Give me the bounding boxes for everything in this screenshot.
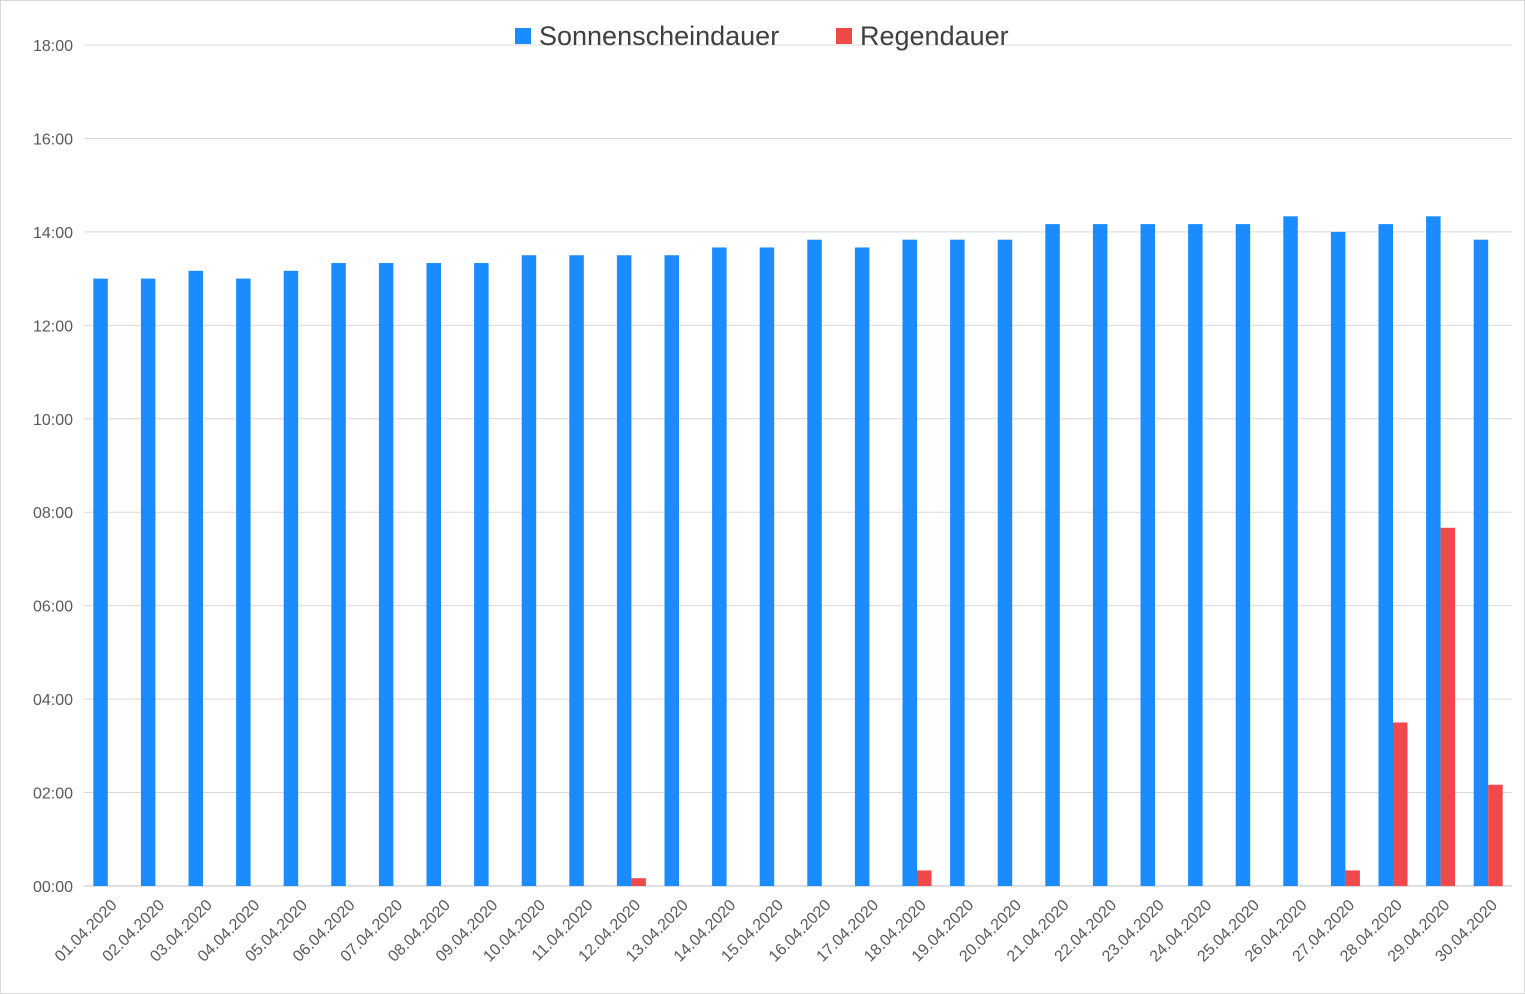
- bar-sonnenscheindauer: [1426, 216, 1441, 886]
- gridlines: [84, 44, 1512, 887]
- bar-sonnenscheindauer: [902, 239, 917, 887]
- y-tick-label: 06:00: [33, 599, 73, 616]
- bar-sonnenscheindauer: [1140, 224, 1155, 886]
- bar-sonnenscheindauer: [664, 255, 679, 886]
- bar-regendauer: [1393, 722, 1408, 886]
- bar-sonnenscheindauer: [140, 278, 156, 887]
- y-tick-label: 04:00: [33, 692, 73, 709]
- bar-sonnenscheindauer: [426, 263, 441, 886]
- bar-sonnenscheindauer: [1378, 224, 1393, 886]
- bar-regendauer: [1345, 870, 1360, 886]
- bar-sonnenscheindauer: [1092, 224, 1108, 886]
- bar-regendauer: [917, 870, 932, 886]
- bar-sonnenscheindauer: [712, 247, 727, 887]
- bar-regendauer: [631, 878, 646, 886]
- y-tick-label: 10:00: [33, 412, 73, 429]
- legend-swatch: [836, 28, 852, 44]
- bar-sonnenscheindauer: [1283, 216, 1298, 886]
- bar-regendauer: [1440, 527, 1456, 886]
- bar-sonnenscheindauer: [521, 255, 537, 886]
- bar-sonnenscheindauer: [759, 247, 775, 887]
- legend-swatch: [515, 28, 531, 44]
- bar-regendauer: [1488, 784, 1503, 886]
- bar-sonnenscheindauer: [1235, 224, 1251, 886]
- y-tick-label: 16:00: [33, 131, 73, 148]
- bar-sonnenscheindauer: [283, 270, 299, 886]
- bar-sonnenscheindauer: [997, 239, 1013, 887]
- y-tick-label: 08:00: [33, 505, 73, 522]
- bar-sonnenscheindauer: [474, 263, 489, 886]
- bar-sonnenscheindauer: [188, 270, 203, 886]
- bar-sonnenscheindauer: [1473, 239, 1489, 887]
- bar-sonnenscheindauer: [378, 263, 394, 886]
- bar-sonnenscheindauer: [616, 255, 632, 886]
- bar-sonnenscheindauer: [854, 247, 870, 887]
- bar-sonnenscheindauer: [331, 263, 346, 886]
- legend: Sonnenscheindauer Regendauer: [515, 21, 1009, 51]
- y-tick-label: 00:00: [33, 879, 73, 896]
- legend-label: Sonnenscheindauer: [539, 21, 779, 51]
- bar-sonnenscheindauer: [1330, 231, 1346, 886]
- y-axis-ticks: 00:00 02:00 04:00 06:00 08:00 10:00 12:00 14:00…: [33, 38, 73, 896]
- bar-sonnenscheindauer: [569, 255, 584, 886]
- bar-sonnenscheindauer: [236, 278, 251, 887]
- bar-sonnenscheindauer: [93, 278, 108, 887]
- bar-sonnenscheindauer: [950, 239, 965, 887]
- bar-sonnenscheindauer: [1045, 224, 1060, 886]
- x-axis-ticks: 01.04.202002.04.202003.04.202004.04.2020…: [52, 897, 1501, 966]
- y-tick-label: 12:00: [33, 318, 73, 335]
- bars: [93, 216, 1503, 887]
- bar-sonnenscheindauer: [1188, 224, 1203, 886]
- y-tick-label: 14:00: [33, 225, 73, 242]
- y-tick-label: 02:00: [33, 786, 73, 803]
- y-tick-label: 18:00: [33, 38, 73, 55]
- legend-label: Regendauer: [860, 21, 1009, 51]
- bar-sonnenscheindauer: [807, 239, 822, 887]
